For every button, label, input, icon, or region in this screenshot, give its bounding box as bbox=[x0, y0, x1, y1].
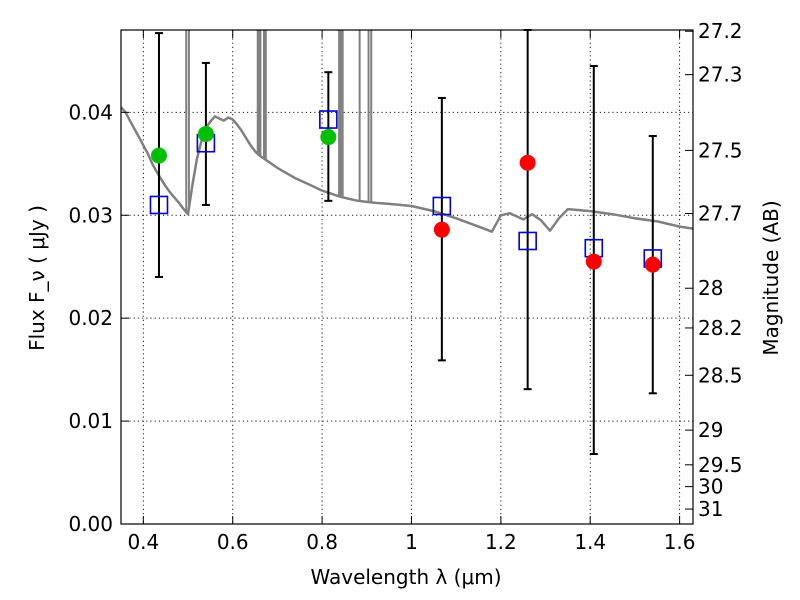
right-tick-label: 29.5 bbox=[698, 453, 743, 477]
observed-circle-marker bbox=[644, 256, 661, 273]
y-axis-label: Flux F_ν ( μJy ) bbox=[25, 205, 49, 351]
right-axis-label: Magnitude (AB) bbox=[759, 200, 783, 355]
right-tick-label: 31 bbox=[698, 497, 723, 521]
x-tick-label: 0.4 bbox=[127, 530, 159, 554]
model-square-marker bbox=[149, 195, 169, 215]
x-tick-label: 1 bbox=[405, 530, 418, 554]
x-tick-label: 1.4 bbox=[574, 530, 606, 554]
right-tick-label: 29 bbox=[698, 418, 723, 442]
right-tick-label: 28.5 bbox=[698, 363, 743, 387]
y-tick-label: 0.02 bbox=[68, 306, 113, 330]
right-tick-label: 27.5 bbox=[698, 138, 743, 162]
x-tick-label: 0.8 bbox=[306, 530, 338, 554]
data-markers bbox=[149, 110, 663, 273]
observed-circle-marker bbox=[320, 129, 337, 146]
observed-circle-marker bbox=[519, 154, 536, 171]
right-tick-label: 30 bbox=[698, 475, 723, 499]
y-tick-label: 0.03 bbox=[68, 203, 113, 227]
x-tick-label: 0.6 bbox=[217, 530, 249, 554]
observed-circle-marker bbox=[433, 221, 450, 238]
y-tick-label: 0.01 bbox=[68, 409, 113, 433]
observed-circle-marker bbox=[585, 253, 602, 270]
observed-circle-marker bbox=[197, 125, 214, 142]
right-tick-label: 27.3 bbox=[698, 63, 743, 87]
x-tick-label: 1.6 bbox=[664, 530, 696, 554]
y-tick-label: 0.04 bbox=[68, 100, 113, 124]
spectrum-line bbox=[121, 106, 693, 233]
y-tick-label: 0.00 bbox=[68, 512, 113, 536]
observed-circle-marker bbox=[150, 147, 167, 164]
model-square-marker bbox=[319, 110, 338, 129]
x-axis-label: Wavelength λ (μm) bbox=[310, 565, 501, 589]
model-square-marker bbox=[518, 231, 537, 251]
right-tick-label: 28.2 bbox=[698, 316, 743, 340]
axis-ticks: 0.4 0.6 0.8 1 1.2 1.4 1.6 0.00 0.01 0.02 0.03 0.04 2… bbox=[68, 19, 742, 554]
error-bars bbox=[154, 29, 657, 456]
model-square-marker bbox=[432, 196, 452, 216]
plot-frame bbox=[120, 29, 694, 525]
right-tick-label: 27.2 bbox=[698, 19, 743, 43]
model-spectrum bbox=[121, 30, 693, 233]
x-tick-label: 1.2 bbox=[485, 530, 517, 554]
right-tick-label: 28 bbox=[698, 276, 723, 300]
right-tick-label: 27.7 bbox=[698, 202, 743, 226]
